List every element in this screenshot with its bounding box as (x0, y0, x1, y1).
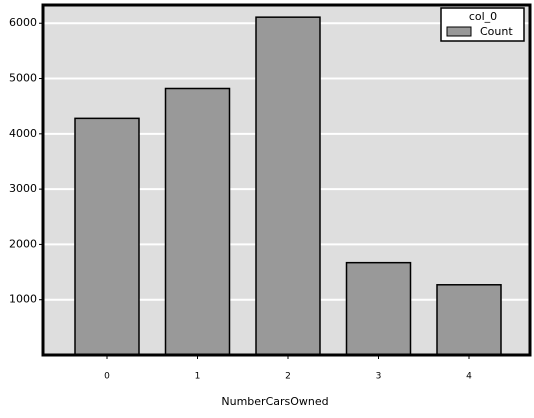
bars (74, 16, 502, 356)
y-tick-label: 2000 (9, 237, 37, 250)
bar (436, 284, 502, 356)
y-tick-label: 4000 (9, 127, 37, 140)
x-tick-label: 3 (376, 372, 382, 382)
y-tick-label: 6000 (9, 16, 37, 29)
bar (345, 261, 412, 356)
x-axis-label: NumberCarsOwned (221, 395, 328, 408)
legend-swatch (446, 26, 472, 37)
bar (255, 16, 321, 356)
legend: col_0 Count (440, 7, 525, 42)
legend-title: col_0 (469, 10, 497, 23)
x-tick-label: 0 (104, 372, 110, 382)
x-tick-label: 2 (285, 372, 291, 382)
y-tick-label: 3000 (9, 182, 37, 195)
bar (164, 87, 231, 356)
x-tick-label: 4 (466, 372, 472, 382)
y-tick-label: 5000 (9, 72, 37, 85)
x-tick-label: 1 (195, 372, 201, 382)
bar (74, 117, 140, 356)
y-tick-label: 1000 (9, 293, 37, 306)
legend-label: Count (480, 25, 513, 38)
plot-frame (41, 3, 532, 357)
